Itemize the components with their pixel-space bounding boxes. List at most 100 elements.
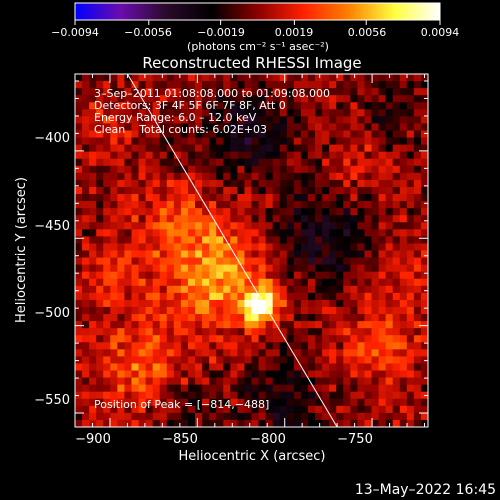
heatmap-cell [131, 292, 139, 301]
heatmap-cell [265, 74, 274, 82]
heatmap-cell [378, 398, 387, 407]
heatmap-cell [420, 186, 428, 195]
heatmap-cell [138, 215, 146, 223]
heatmap-cell [244, 349, 252, 357]
heatmap-cell [117, 377, 125, 386]
heatmap-cell [103, 194, 111, 202]
heatmap-cell [399, 243, 408, 251]
heatmap-cell [166, 405, 175, 414]
heatmap-cell [202, 257, 210, 266]
heatmap-cell [279, 292, 288, 301]
heatmap-cell [371, 158, 379, 167]
heatmap-cell [209, 74, 217, 82]
heatmap-cell [307, 299, 316, 308]
heatmap-cell [159, 109, 168, 117]
heatmap-cell [180, 257, 189, 266]
heatmap-cell [202, 250, 210, 258]
heatmap-cell [329, 356, 337, 364]
heatmap-cell [230, 257, 238, 266]
heatmap-cell [180, 398, 189, 407]
heatmap-cell [124, 130, 132, 138]
heatmap-cell [159, 328, 168, 336]
heatmap-cell [399, 130, 408, 138]
heatmap-cell [244, 306, 252, 315]
heatmap-cell [187, 398, 196, 407]
heatmap-cell [251, 123, 259, 131]
heatmap-cell [329, 95, 337, 103]
heatmap-cell [244, 236, 252, 244]
heatmap-cell [96, 243, 104, 251]
heatmap-cell [117, 102, 125, 110]
heatmap-cell [371, 215, 379, 223]
heatmap-cell [378, 243, 387, 251]
heatmap-cell [286, 419, 295, 427]
heatmap-cell [406, 321, 415, 329]
heatmap-cell [357, 264, 365, 273]
heatmap-cell [202, 186, 210, 195]
heatmap-cell [406, 271, 415, 280]
heatmap-cell [300, 81, 309, 89]
heatmap-cell [110, 215, 118, 223]
heatmap-cell [272, 222, 281, 230]
heatmap-cell [223, 292, 231, 301]
heatmap-cell [159, 278, 168, 287]
heatmap-cell [258, 321, 267, 329]
heatmap-cell [138, 278, 146, 287]
heatmap-cell [343, 109, 351, 117]
heatmap-cell [173, 370, 182, 378]
heatmap-cell [265, 264, 274, 273]
heatmap-cell [216, 321, 224, 329]
heatmap-cell [138, 102, 146, 110]
heatmap-cell [82, 419, 90, 427]
heatmap-cell [209, 109, 217, 117]
heatmap-cell [230, 144, 238, 153]
heatmap-cell [230, 419, 238, 427]
heatmap-cell [124, 88, 132, 96]
heatmap-cell [152, 342, 161, 350]
heatmap-cell [75, 229, 83, 237]
heatmap-cell [202, 201, 210, 209]
heatmap-cell [103, 144, 111, 153]
heatmap-cell [89, 179, 97, 188]
heatmap-cell [230, 285, 238, 294]
heatmap-cell [124, 285, 132, 294]
heatmap-cell [166, 264, 175, 273]
heatmap-cell [195, 229, 203, 237]
heatmap-cell [159, 194, 168, 202]
heatmap-cell [357, 398, 365, 407]
heatmap-cell [392, 349, 401, 357]
heatmap-cell [329, 250, 337, 258]
heatmap-cell [152, 271, 161, 280]
heatmap-cell [117, 130, 125, 138]
heatmap-cell [145, 328, 154, 336]
heatmap-cell [75, 271, 83, 280]
heatmap-cell [406, 278, 415, 287]
heatmap-cell [230, 398, 238, 407]
heatmap-cell [96, 370, 104, 378]
heatmap-cell [371, 264, 379, 273]
heatmap-cell [315, 201, 323, 209]
heatmap-cell [96, 250, 104, 258]
heatmap-cell [82, 306, 90, 315]
heatmap-cell [166, 165, 175, 174]
heatmap-cell [272, 349, 281, 357]
heatmap-cell [392, 201, 401, 209]
heatmap-cell [75, 172, 83, 181]
heatmap-cell [385, 222, 394, 230]
heatmap-cell [307, 278, 316, 287]
heatmap-cell [110, 109, 118, 117]
heatmap-cell [399, 384, 408, 393]
heatmap-cell [152, 356, 161, 364]
heatmap-cell [364, 137, 372, 145]
heatmap-cell [103, 130, 111, 138]
heatmap-cell [117, 201, 125, 209]
heatmap-cell [195, 130, 203, 138]
heatmap-cell [117, 321, 125, 329]
heatmap-cell [75, 363, 83, 371]
heatmap-cell [399, 306, 408, 315]
heatmap-cell [343, 314, 351, 322]
heatmap-cell [223, 151, 231, 160]
heatmap-cell [96, 377, 104, 386]
heatmap-cell [180, 116, 189, 124]
heatmap-cell [117, 292, 125, 301]
